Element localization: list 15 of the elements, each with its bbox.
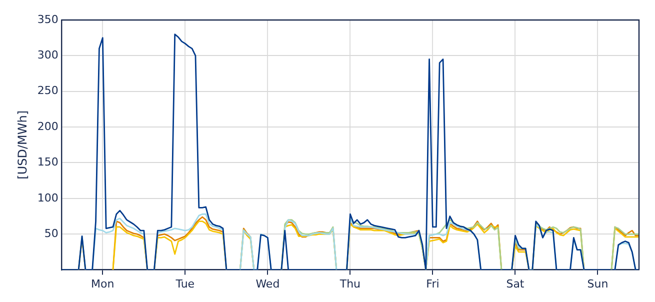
x-tick-label: Mon [91,277,114,290]
x-tick-label: Wed [256,277,280,290]
y-tick-label: 50 [44,226,58,240]
y-tick-label: 200 [37,120,58,133]
y-tick-label: 350 [37,12,58,26]
y-tick-label: 250 [37,84,58,98]
y-tick-label: 100 [37,191,58,204]
x-tick-label: Fri [426,277,440,290]
y-tick-label: 300 [37,48,58,62]
x-tick-label: Sun [587,277,608,290]
y-tick-label: 150 [37,156,58,169]
x-tick-label: Tue [174,277,195,290]
y-axis-title: [USD/MWh] [15,110,30,180]
x-tick-label: Sat [506,277,525,290]
x-tick-label: Thu [338,277,361,290]
